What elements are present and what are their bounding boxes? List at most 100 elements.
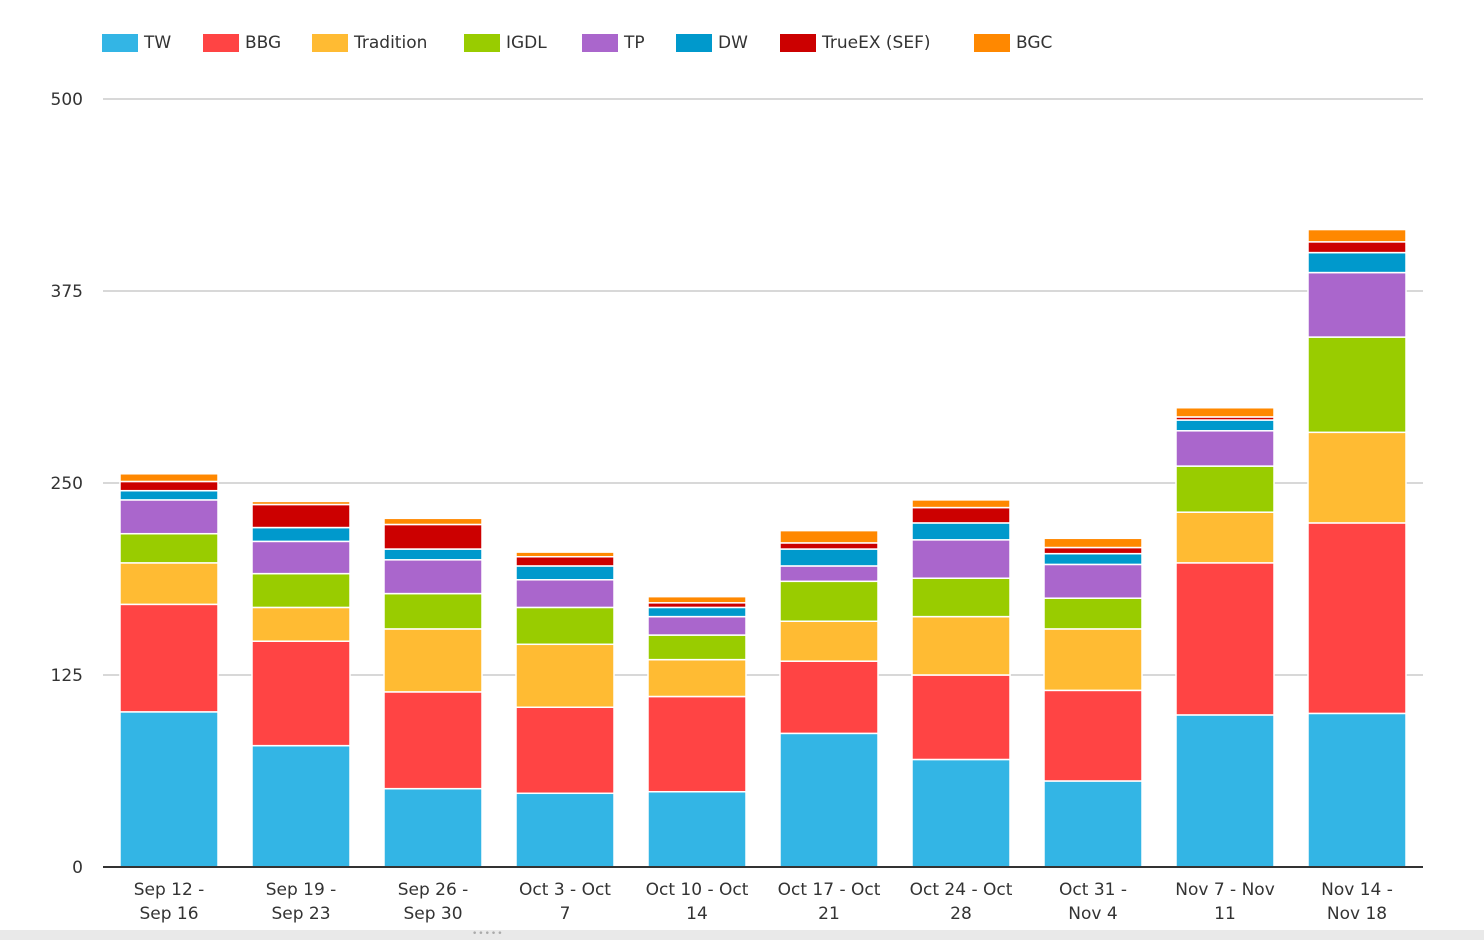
bar-segment[interactable] <box>1043 780 1143 868</box>
bar-segment[interactable] <box>515 706 615 795</box>
bar-segment[interactable] <box>647 695 747 793</box>
x-tick-label: Oct 3 - Oct 7 <box>519 880 611 924</box>
bar-segment[interactable] <box>1307 241 1407 254</box>
bar-segment[interactable] <box>515 792 615 868</box>
bar-segment[interactable] <box>1043 563 1143 599</box>
bar-segment[interactable] <box>911 615 1011 676</box>
bar-segment[interactable] <box>1175 430 1275 467</box>
bar-segment[interactable] <box>383 787 483 868</box>
x-tick-label: Oct 24 - Oct 28 <box>910 880 1013 924</box>
bar-segment[interactable] <box>1307 336 1407 434</box>
legend-label: TP <box>624 33 645 53</box>
bar-segment[interactable] <box>779 542 879 550</box>
bar-segment[interactable] <box>1307 271 1407 338</box>
legend-label: DW <box>718 33 748 53</box>
bar-segment[interactable] <box>1307 712 1407 868</box>
bar-segment[interactable] <box>383 548 483 561</box>
bar-segment[interactable] <box>251 503 351 529</box>
bar-segment[interactable] <box>1307 431 1407 524</box>
bar-segment[interactable] <box>251 572 351 609</box>
legend-item-tradition[interactable]: Tradition <box>312 33 427 53</box>
bar-segment[interactable] <box>251 606 351 642</box>
bar-segment[interactable] <box>119 711 219 868</box>
horizontal-scrollbar[interactable] <box>0 930 1484 940</box>
legend-item-igdl[interactable]: IGDL <box>464 33 547 53</box>
bar-segment[interactable] <box>119 480 219 492</box>
bar-segment[interactable] <box>119 562 219 606</box>
bar-segment[interactable] <box>911 539 1011 579</box>
bar-segment[interactable] <box>911 499 1011 509</box>
bar-segment[interactable] <box>251 744 351 868</box>
bar-segment[interactable] <box>119 499 219 535</box>
legend-item-bgc[interactable]: BGC <box>974 33 1052 53</box>
bar-segment[interactable] <box>779 529 879 544</box>
bar-segment[interactable] <box>515 606 615 646</box>
bar-segment[interactable] <box>251 540 351 575</box>
bar-segment[interactable] <box>779 660 879 735</box>
legend-item-trueex-sef[interactable]: TrueEX (SEF) <box>780 33 930 53</box>
bar-segment[interactable] <box>119 532 219 564</box>
x-tick-label: Nov 14 -Nov 18 <box>1321 880 1393 924</box>
bar-segment[interactable] <box>647 595 747 604</box>
bar-segment[interactable] <box>779 620 879 662</box>
bar-segment[interactable] <box>251 500 351 506</box>
bar-segment[interactable] <box>647 606 747 618</box>
legend-item-bbg[interactable]: BBG <box>203 33 281 53</box>
bar-segment[interactable] <box>119 489 219 501</box>
bar-segment[interactable] <box>251 640 351 747</box>
bar-segment[interactable] <box>779 548 879 567</box>
bar-segment[interactable] <box>119 603 219 713</box>
legend-swatch <box>464 34 500 52</box>
bar-segment[interactable] <box>1175 511 1275 564</box>
bar-segment[interactable] <box>779 565 879 583</box>
bar-segment[interactable] <box>1043 546 1143 555</box>
bar-segment[interactable] <box>383 523 483 550</box>
bar-segment[interactable] <box>1175 419 1275 432</box>
bar-segment[interactable] <box>383 691 483 790</box>
legend-item-dw[interactable]: DW <box>676 33 748 53</box>
bar-segment[interactable] <box>119 473 219 483</box>
bar-segment[interactable] <box>515 565 615 581</box>
bar-segment[interactable] <box>647 658 747 698</box>
bar-segment[interactable] <box>779 580 879 622</box>
bar-segment[interactable] <box>1043 552 1143 566</box>
bar-segment[interactable] <box>1175 562 1275 716</box>
bar-segment[interactable] <box>647 634 747 661</box>
legend-item-tp[interactable]: TP <box>582 33 645 53</box>
x-tick-label: Sep 26 -Sep 30 <box>398 880 469 924</box>
legend-item-tw[interactable]: TW <box>102 33 171 53</box>
bar-segment[interactable] <box>1307 228 1407 243</box>
bar-segment[interactable] <box>1043 537 1143 549</box>
bar-segment[interactable] <box>515 551 615 558</box>
bar-segment[interactable] <box>1043 628 1143 692</box>
bar-segment[interactable] <box>647 790 747 868</box>
resize-grip-icon[interactable]: ••••• <box>472 929 504 939</box>
legend-swatch <box>102 34 138 52</box>
bar-segment[interactable] <box>911 522 1011 541</box>
bar-segment[interactable] <box>515 555 615 567</box>
bars <box>119 228 1407 868</box>
legend-swatch <box>676 34 712 52</box>
bar-segment[interactable] <box>911 674 1011 761</box>
bar-segment[interactable] <box>515 643 615 709</box>
bar-segment[interactable] <box>911 506 1011 524</box>
bar-segment[interactable] <box>383 517 483 526</box>
bar-segment[interactable] <box>911 577 1011 618</box>
bar-segment[interactable] <box>1175 465 1275 513</box>
bar-segment[interactable] <box>383 559 483 595</box>
bar-segment[interactable] <box>1175 714 1275 868</box>
bar-segment[interactable] <box>1043 689 1143 782</box>
bar-segment[interactable] <box>251 526 351 543</box>
bar-segment[interactable] <box>1175 406 1275 418</box>
bar-segment[interactable] <box>1043 597 1143 630</box>
bar-segment[interactable] <box>515 579 615 609</box>
bar-segment[interactable] <box>383 628 483 693</box>
bar-segment[interactable] <box>1307 251 1407 274</box>
bar-segment[interactable] <box>383 592 483 630</box>
legend-swatch <box>780 34 816 52</box>
bar-segment[interactable] <box>647 615 747 636</box>
y-tick-label: 500 <box>51 90 83 110</box>
bar-segment[interactable] <box>779 732 879 868</box>
bar-segment[interactable] <box>911 758 1011 868</box>
bar-segment[interactable] <box>1307 522 1407 715</box>
